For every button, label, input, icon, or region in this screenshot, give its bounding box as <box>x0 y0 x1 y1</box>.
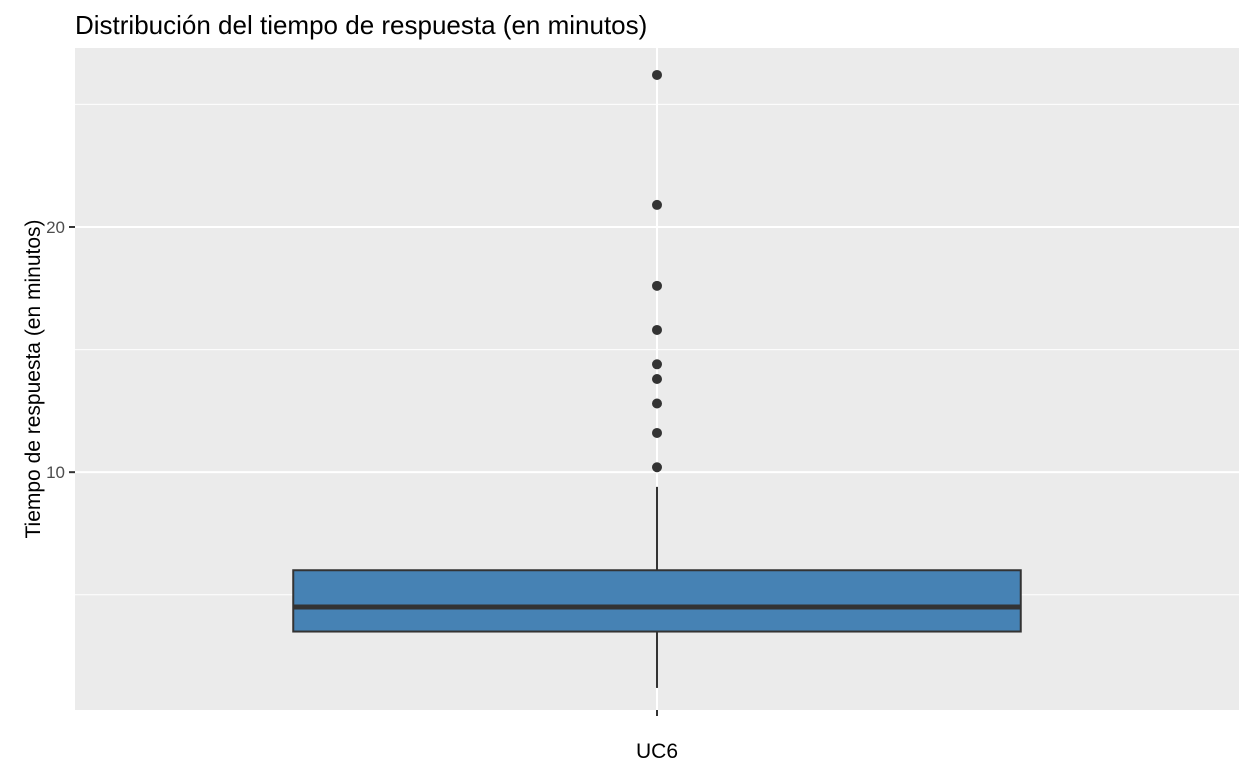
axis-layer: 10 20 UC6 <box>46 218 678 763</box>
y-axis-label: Tiempo de respuesta (en minutos) <box>22 219 45 538</box>
outlier-point-2 <box>652 398 662 409</box>
y-tick-label-0: 10 <box>46 463 65 482</box>
y-tick-label-1: 20 <box>46 218 65 237</box>
outlier-point-8 <box>652 69 662 80</box>
outlier-point-6 <box>652 280 662 291</box>
outlier-point-3 <box>652 374 662 384</box>
outlier-point-1 <box>652 427 662 438</box>
x-tick-label-0: UC6 <box>636 740 678 763</box>
box-layer <box>292 69 1022 688</box>
outlier-point-7 <box>652 199 662 210</box>
box-iqr-0 <box>292 569 1022 633</box>
chart-title: Distribución del tiempo de respuesta (en… <box>75 10 647 40</box>
outlier-point-4 <box>652 359 662 370</box>
outlier-point-5 <box>652 324 662 335</box>
outlier-point-0 <box>652 462 662 473</box>
